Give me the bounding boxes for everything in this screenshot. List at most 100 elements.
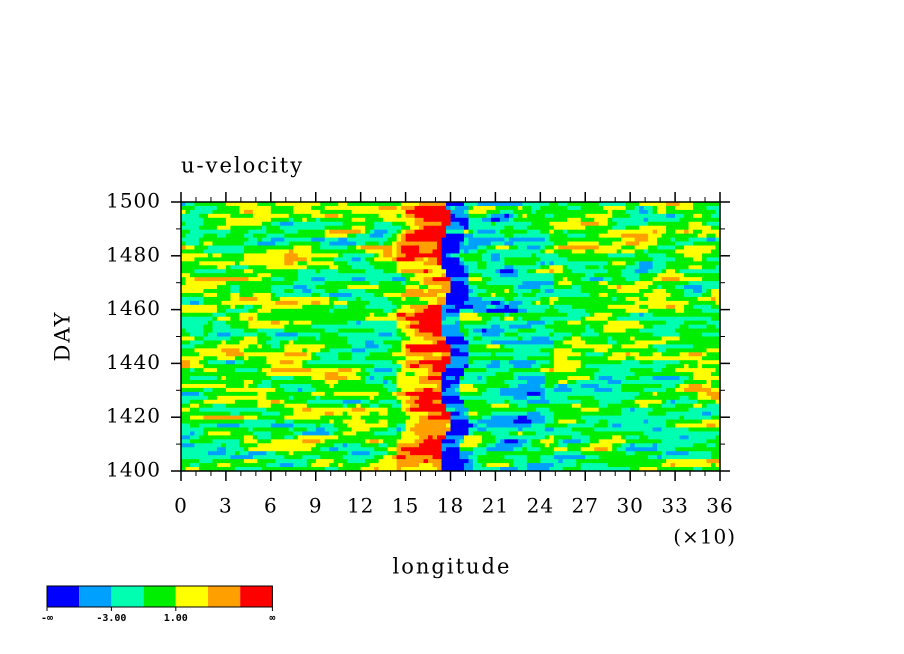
field-cell <box>221 281 227 286</box>
field-cell <box>333 304 339 310</box>
field-cell <box>198 265 204 270</box>
field-cell <box>315 360 321 365</box>
field-cell <box>711 241 716 246</box>
field-cell <box>517 261 523 266</box>
field-cell <box>607 324 613 329</box>
field-cell <box>702 292 707 298</box>
field-cell <box>221 289 227 294</box>
field-cell <box>333 217 339 223</box>
field-cell <box>562 316 568 322</box>
field-cell <box>320 213 326 219</box>
field-cell <box>603 289 609 294</box>
field-cell <box>356 292 362 298</box>
field-cell <box>396 273 402 278</box>
field-cell <box>257 202 263 207</box>
field-cell <box>454 273 460 278</box>
field-cell <box>324 253 330 258</box>
field-cell <box>207 261 213 266</box>
field-cell <box>549 273 555 278</box>
field-cell <box>270 308 276 314</box>
field-cell <box>414 221 420 227</box>
field-cell <box>535 348 541 353</box>
field-cell <box>203 257 209 262</box>
field-cell <box>607 304 613 310</box>
field-cell <box>252 336 258 341</box>
field-cell <box>441 360 447 365</box>
field-cell <box>207 312 213 318</box>
field-cell <box>468 245 474 250</box>
field-cell <box>531 304 537 310</box>
field-cell <box>666 320 671 326</box>
field-cell <box>481 213 487 219</box>
field-cell <box>284 352 290 357</box>
field-cell <box>365 205 371 211</box>
field-cell <box>661 348 667 353</box>
field-cell <box>459 225 465 231</box>
field-cell <box>410 336 415 341</box>
field-cell <box>490 332 496 337</box>
field-cell <box>463 364 469 369</box>
field-cell <box>275 364 281 369</box>
field-cell <box>401 364 406 369</box>
field-cell <box>679 205 685 211</box>
field-cell <box>279 273 285 278</box>
field-cell <box>468 209 474 215</box>
field-cell <box>198 320 204 326</box>
field-cell <box>374 336 380 341</box>
field-cell <box>351 273 357 278</box>
field-cell <box>625 285 631 290</box>
field-cell <box>499 336 505 341</box>
field-cell <box>261 269 267 274</box>
field-cell <box>181 324 186 329</box>
field-cell <box>248 229 254 235</box>
field-cell <box>715 277 721 282</box>
field-cell <box>643 300 649 306</box>
field-cell <box>513 257 519 262</box>
field-cell <box>625 324 631 329</box>
field-cell <box>342 289 348 294</box>
field-cell <box>490 213 496 219</box>
field-cell <box>634 340 640 345</box>
field-cell <box>571 324 577 329</box>
field-cell <box>652 245 658 250</box>
field-cell <box>230 285 236 290</box>
field-cell <box>203 332 209 337</box>
field-cell <box>374 261 380 266</box>
field-cell <box>616 336 622 341</box>
field-cell <box>306 324 312 329</box>
field-cell <box>697 296 703 302</box>
field-cell <box>392 348 397 353</box>
field-cell <box>472 316 478 322</box>
field-cell <box>540 265 546 270</box>
field-cell <box>441 308 447 314</box>
field-cell <box>571 344 577 349</box>
field-cell <box>248 261 254 266</box>
field-cell <box>531 336 537 341</box>
field-cell <box>625 352 631 357</box>
field-cell <box>410 364 415 369</box>
field-cell <box>684 289 689 294</box>
field-cell <box>203 221 209 227</box>
field-cell <box>567 261 573 266</box>
field-cell <box>535 221 541 227</box>
field-cell <box>333 209 339 215</box>
field-cell <box>702 352 707 357</box>
field-cell <box>468 356 474 361</box>
field-cell <box>697 245 703 250</box>
field-cell <box>666 229 671 235</box>
field-cell <box>311 348 317 353</box>
field-cell <box>374 213 380 219</box>
field-cell <box>284 304 290 310</box>
field-cell <box>661 344 667 349</box>
field-cell <box>387 237 393 242</box>
field-cell <box>513 273 519 278</box>
field-cell <box>338 277 344 282</box>
field-cell <box>306 285 312 290</box>
field-cell <box>562 336 568 341</box>
field-cell <box>508 292 514 298</box>
field-cell <box>517 209 523 215</box>
field-cell <box>508 265 514 270</box>
field-cell <box>221 304 227 310</box>
field-cell <box>715 217 721 223</box>
